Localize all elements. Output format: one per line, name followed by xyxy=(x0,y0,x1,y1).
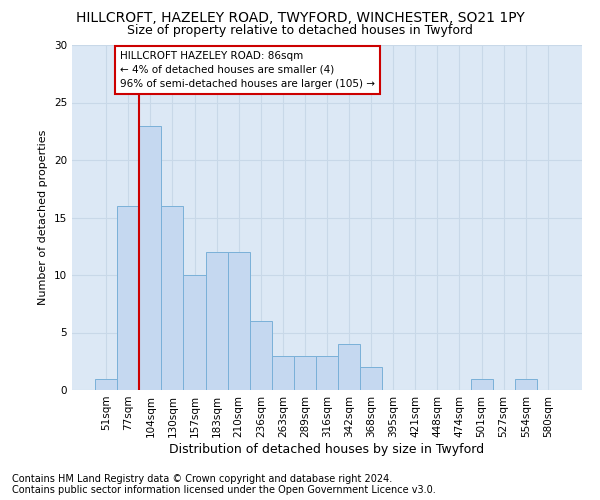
Bar xyxy=(227,252,250,390)
Text: Contains public sector information licensed under the Open Government Licence v3: Contains public sector information licen… xyxy=(12,485,436,495)
Bar xyxy=(184,275,206,390)
Text: HILLCROFT HAZELEY ROAD: 86sqm
← 4% of detached houses are smaller (4)
96% of sem: HILLCROFT HAZELEY ROAD: 86sqm ← 4% of de… xyxy=(120,51,375,89)
Bar xyxy=(316,356,338,390)
Y-axis label: Number of detached properties: Number of detached properties xyxy=(38,130,49,305)
Bar xyxy=(515,378,537,390)
Text: HILLCROFT, HAZELEY ROAD, TWYFORD, WINCHESTER, SO21 1PY: HILLCROFT, HAZELEY ROAD, TWYFORD, WINCHE… xyxy=(76,11,524,25)
Bar xyxy=(338,344,360,390)
Bar xyxy=(470,378,493,390)
Text: Contains HM Land Registry data © Crown copyright and database right 2024.: Contains HM Land Registry data © Crown c… xyxy=(12,474,392,484)
Bar xyxy=(95,378,117,390)
Bar xyxy=(360,367,382,390)
Bar xyxy=(139,126,161,390)
Text: Size of property relative to detached houses in Twyford: Size of property relative to detached ho… xyxy=(127,24,473,37)
Bar xyxy=(161,206,184,390)
X-axis label: Distribution of detached houses by size in Twyford: Distribution of detached houses by size … xyxy=(169,442,485,456)
Bar xyxy=(272,356,294,390)
Bar xyxy=(117,206,139,390)
Bar xyxy=(294,356,316,390)
Bar xyxy=(250,321,272,390)
Bar xyxy=(206,252,227,390)
